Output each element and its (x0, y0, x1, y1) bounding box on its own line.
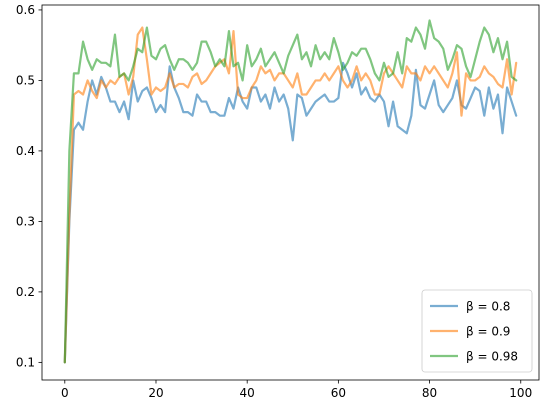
axes-frame (41, 4, 540, 381)
x-axis-ticks: 0 20 40 60 80 100 (61, 380, 532, 400)
y-tick-label: 0.1 (16, 356, 35, 370)
legend-label-beta-0.8: β = 0.8 (466, 300, 510, 314)
y-tick-label: 0.2 (16, 285, 35, 299)
y-tick-label: 0.3 (16, 215, 35, 229)
y-axis-ticks: 0.1 0.2 0.3 0.4 0.5 0.6 (16, 3, 42, 370)
x-tick-label: 60 (331, 386, 346, 400)
series-line-2 (63, 19, 518, 364)
x-tick-label: 40 (240, 386, 255, 400)
x-tick-label: 20 (148, 386, 163, 400)
x-tick-label: 100 (509, 386, 532, 400)
series-line-1 (63, 26, 518, 364)
x-tick-label: 80 (422, 386, 437, 400)
legend-label-beta-0.9: β = 0.9 (466, 325, 510, 339)
legend: β = 0.8 β = 0.9 β = 0.98 (421, 289, 533, 373)
x-tick-label: 0 (61, 386, 69, 400)
y-tick-label: 0.4 (16, 144, 35, 158)
legend-label-beta-0.98: β = 0.98 (466, 350, 518, 364)
series-line-0 (63, 61, 518, 364)
y-tick-label: 0.6 (16, 3, 35, 17)
legend-box (421, 289, 533, 373)
y-tick-label: 0.5 (16, 74, 35, 88)
series-lines (63, 19, 518, 364)
